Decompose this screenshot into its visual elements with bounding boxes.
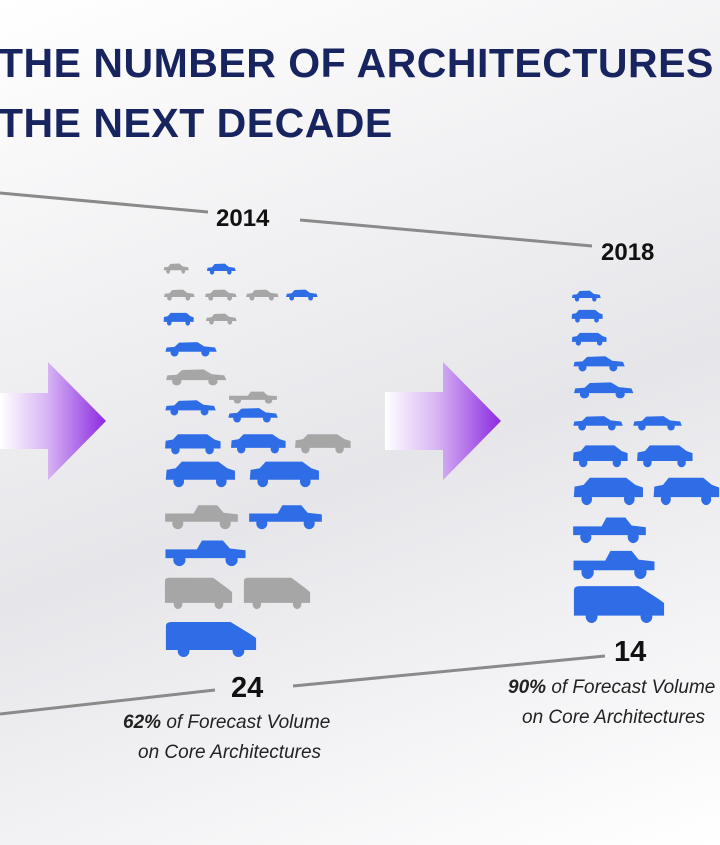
pickup-icon <box>229 391 277 404</box>
forecast-note-2018-line-2: on Core Architectures <box>522 707 706 728</box>
suv-icon <box>653 477 720 506</box>
pickup-icon <box>249 505 322 530</box>
car-icon <box>286 289 318 301</box>
car-icon <box>166 369 227 386</box>
suv-icon <box>249 461 319 488</box>
suv-icon <box>573 477 643 506</box>
van-icon <box>164 577 233 610</box>
pickup-icon <box>165 540 246 567</box>
arrow-icon <box>0 362 106 480</box>
suv-icon <box>571 309 603 323</box>
car-icon <box>165 400 216 416</box>
van-icon <box>165 622 257 657</box>
title-line-2: THE NEXT DECADE <box>0 100 393 146</box>
architecture-count-2014: 24 <box>231 672 264 704</box>
forecast-percent: 90% <box>508 677 547 698</box>
suv-icon <box>165 434 221 455</box>
car-icon <box>206 313 237 325</box>
suv-icon <box>573 445 628 468</box>
forecast-text: of Forecast Volume <box>551 677 716 698</box>
suv-icon <box>637 445 693 468</box>
arrow-icon <box>385 362 501 480</box>
forecast-text: of Forecast Volume <box>166 712 331 733</box>
suv-icon <box>231 434 286 454</box>
van-icon <box>243 577 311 610</box>
suv-icon <box>295 434 351 454</box>
title-line-1: THE NUMBER OF ARCHITECTURES <box>0 40 714 86</box>
car-icon <box>571 290 601 302</box>
car-icon <box>573 382 634 399</box>
year-label-2014: 2014 <box>216 205 270 232</box>
forecast-note-2014-line-2: on Core Architectures <box>138 742 322 763</box>
car-icon <box>163 263 189 274</box>
suv-icon <box>165 461 235 488</box>
pickup-icon <box>573 517 646 544</box>
car-icon <box>165 342 217 357</box>
pickup-icon <box>165 505 238 530</box>
van-icon <box>573 586 665 623</box>
year-label-2018: 2018 <box>601 239 655 266</box>
car-icon <box>164 289 195 301</box>
car-icon <box>205 289 237 301</box>
architecture-count-2018: 14 <box>614 636 647 668</box>
car-icon <box>573 416 623 431</box>
car-icon <box>633 416 682 431</box>
forecast-note-2014: 62% of Forecast Volume <box>123 712 330 734</box>
car-icon <box>246 289 279 301</box>
car-icon <box>228 408 278 423</box>
forecast-note-2018: 90% of Forecast Volume <box>508 677 715 699</box>
pickup-icon <box>573 550 655 580</box>
forecast-percent: 62% <box>123 712 162 733</box>
suv-icon <box>571 332 607 346</box>
car-icon <box>206 263 236 275</box>
suv-icon <box>163 312 194 326</box>
car-icon <box>573 356 625 372</box>
